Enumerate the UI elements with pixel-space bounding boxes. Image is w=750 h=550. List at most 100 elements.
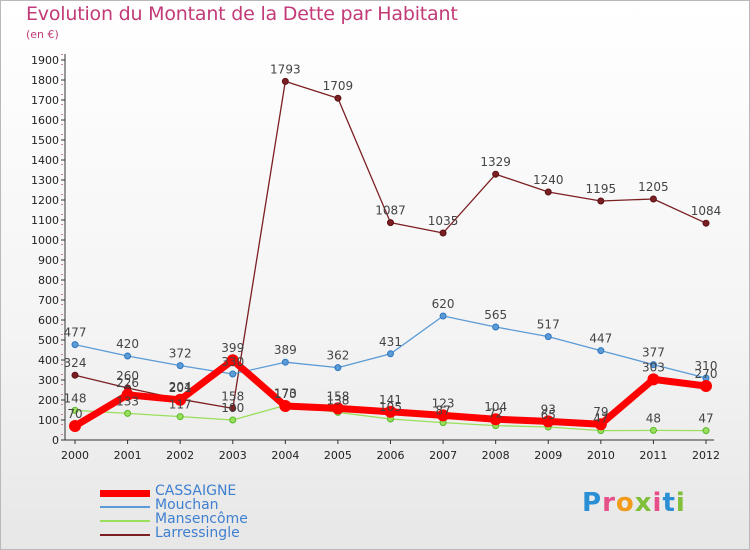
data-point (281, 358, 289, 366)
data-point (544, 333, 552, 341)
x-tick-label: 2005 (324, 449, 352, 462)
logo-letter: r (602, 488, 616, 518)
y-tick-label: 1000 (31, 234, 59, 247)
data-label: 1087 (375, 204, 406, 218)
data-label: 104 (484, 400, 507, 414)
data-label: 47 (698, 412, 713, 426)
legend-item: Mansencôme (100, 511, 320, 527)
data-label: 204 (169, 380, 192, 394)
y-tick-label: 900 (38, 254, 59, 267)
legend-swatch (100, 520, 150, 522)
data-label: 1709 (323, 79, 354, 93)
y-tick-label: 800 (38, 274, 59, 287)
data-label: 47 (593, 412, 608, 426)
data-label: 1035 (428, 214, 459, 228)
data-label: 65 (541, 408, 556, 422)
data-point (492, 323, 500, 331)
data-point (334, 364, 342, 372)
data-labels: 324 260 204 158 1793 1709 1087 1035 1329 1240 1195… (64, 62, 722, 425)
data-label: 324 (64, 356, 87, 370)
x-tick-label: 2010 (587, 449, 615, 462)
x-tick-label: 2007 (429, 449, 457, 462)
x-tick-label: 2008 (482, 449, 510, 462)
data-label: 565 (484, 308, 507, 322)
data-label: 620 (432, 297, 455, 311)
data-label: 170 (274, 387, 297, 401)
y-tick-label: 1300 (31, 174, 59, 187)
legend-swatch (100, 490, 150, 497)
data-point (387, 219, 394, 227)
legend-label: Larressingle (155, 525, 240, 541)
axes: 0 100 200 300 400 500 600 700 800 900 1000 1100 1200… (31, 54, 720, 462)
x-tick-label: 2000 (61, 449, 89, 462)
data-point (384, 405, 397, 418)
data-label: 431 (379, 335, 402, 349)
data-point (387, 350, 394, 358)
data-point (647, 373, 660, 386)
data-point (71, 371, 79, 379)
y-tick-label: 600 (38, 314, 59, 327)
y-tick-label: 1200 (31, 194, 59, 207)
data-point (229, 404, 237, 412)
data-point (649, 361, 657, 369)
data-point (281, 77, 289, 85)
y-tick-label: 500 (38, 334, 59, 347)
data-point (492, 170, 500, 178)
data-point (71, 341, 79, 349)
data-point (437, 409, 450, 422)
data-label: 477 (64, 326, 87, 340)
y-tick-label: 1400 (31, 154, 59, 167)
data-point (597, 347, 605, 355)
data-label: 141 (379, 393, 402, 407)
data-point (331, 402, 344, 415)
data-point (279, 400, 292, 412)
data-label: 260 (116, 369, 139, 383)
data-label: 70 (67, 407, 82, 421)
y-tick-label: 700 (38, 294, 59, 307)
data-point (702, 219, 710, 227)
legend-label: Mouchan (155, 497, 219, 513)
data-label: 48 (646, 411, 661, 425)
chart-title: Evolution du Montant de la Dette par Hab… (26, 3, 458, 25)
legend-item: Mouchan (100, 497, 320, 513)
data-point (229, 370, 237, 378)
data-label: 310 (695, 359, 718, 373)
data-label: 100 (221, 401, 244, 415)
data-label: 303 (642, 360, 665, 374)
data-label: 372 (169, 347, 192, 361)
y-tick-label: 1800 (31, 74, 59, 87)
legend-item: Larressingle (100, 525, 320, 541)
data-label: 447 (589, 332, 612, 346)
y-tick-label: 400 (38, 354, 59, 367)
x-tick-label: 2004 (271, 449, 299, 462)
data-label: 79 (593, 405, 608, 419)
legend-item: CASSAIGNE (100, 484, 320, 499)
data-point (124, 409, 132, 417)
data-label: 362 (326, 349, 349, 363)
logo-letter: i (675, 488, 686, 518)
data-point (124, 352, 132, 360)
data-label: 72 (488, 407, 503, 421)
data-point (176, 413, 184, 421)
data-label: 226 (116, 376, 139, 390)
data-label: 377 (642, 346, 665, 360)
data-label: 173 (274, 386, 297, 400)
data-point (594, 418, 607, 431)
data-label: 87 (435, 404, 450, 418)
data-point (542, 415, 555, 428)
y-tick-label: 200 (38, 394, 59, 407)
data-label: 399 (221, 341, 244, 355)
data-label: 1195 (586, 182, 617, 196)
y-tick-label: 1500 (31, 134, 59, 147)
data-point (176, 362, 184, 370)
legend-label: Mansencôme (155, 511, 248, 527)
y-tick-label: 1600 (31, 114, 59, 127)
logo-letter: P (582, 488, 603, 518)
data-point (700, 380, 712, 392)
x-tick-label: 2003 (219, 449, 247, 462)
x-tick-label: 2011 (639, 449, 667, 462)
data-label: 148 (64, 391, 87, 405)
legend: CASSAIGNE Mouchan Mansencôme Larressingle (100, 484, 320, 541)
